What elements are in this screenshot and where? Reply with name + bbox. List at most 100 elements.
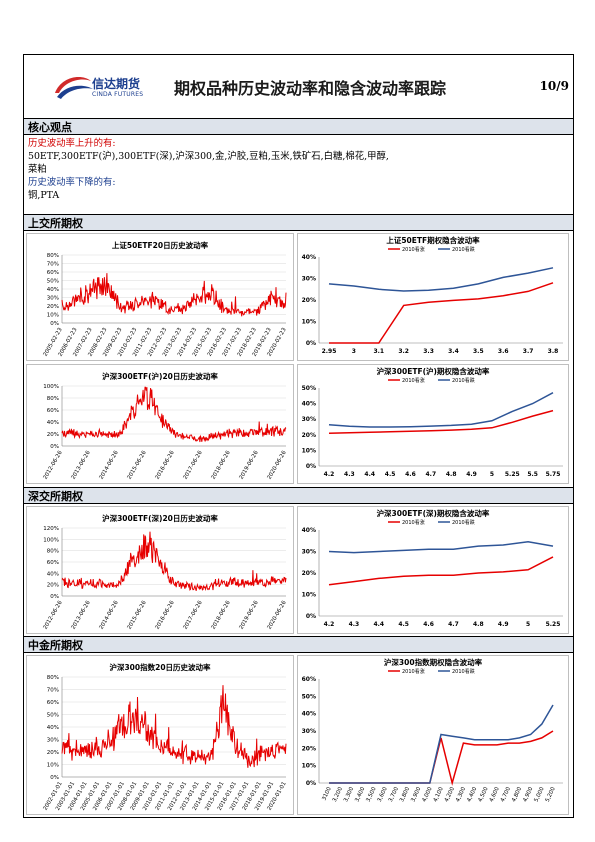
x-tick-label: 3100	[321, 786, 333, 802]
y-tick-label: 40%	[302, 254, 316, 261]
x-tick-label: 4.7	[425, 471, 436, 478]
y-tick-label: 20%	[47, 432, 59, 438]
y-tick-label: 100%	[43, 537, 59, 543]
x-tick-label: 4.7	[448, 621, 459, 628]
cinda-logo-icon	[55, 77, 93, 99]
y-tick-label: 0%	[306, 340, 316, 347]
y-tick-label: 30%	[47, 738, 59, 744]
y-tick-label: 0%	[306, 613, 316, 620]
y-tick-label: 70%	[47, 262, 59, 268]
x-tick-label: 3.6	[498, 348, 509, 355]
hv-300etf-sh-chart: 沪深300ETF(沪)20日历史波动率100%80%60%40%20%0%201…	[26, 364, 294, 484]
iv-series-line	[328, 267, 554, 292]
y-tick-label: 20%	[302, 570, 316, 577]
y-tick-label: 0%	[306, 463, 316, 470]
y-tick-label: 40%	[47, 725, 59, 731]
x-tick-label: 3.8	[548, 348, 559, 355]
x-tick-label: 4.9	[498, 621, 509, 628]
y-tick-label: 40%	[302, 401, 316, 408]
x-tick-label: 5.25	[546, 621, 561, 628]
x-tick-label: 2.95	[322, 348, 337, 355]
chart-title: 沪深300ETF(深)20日历史波动率	[102, 513, 218, 523]
chart-title: 沪深300ETF(深)期权隐含波动率	[377, 508, 490, 518]
y-tick-label: 0%	[50, 321, 59, 327]
y-tick-label: 50%	[47, 713, 59, 719]
x-tick-label: 4.4	[373, 621, 384, 628]
x-tick-label: 3.4	[448, 348, 459, 355]
chart-border	[297, 364, 569, 484]
y-tick-label: 0%	[50, 444, 59, 450]
chart-border	[297, 233, 569, 361]
legend-label: 2010看涨	[402, 246, 425, 253]
x-tick-label: 5	[490, 471, 494, 478]
x-tick-label: 3.7	[523, 348, 534, 355]
y-tick-label: 80%	[47, 675, 59, 681]
y-tick-label: 10%	[47, 313, 59, 319]
y-tick-label: 60%	[302, 676, 316, 683]
chart-border	[26, 506, 294, 634]
y-tick-label: 30%	[47, 296, 59, 302]
y-tick-label: 40%	[302, 527, 316, 534]
y-tick-label: 20%	[47, 304, 59, 310]
logo-english-name: CINDA FUTURES	[92, 91, 144, 98]
legend-label: 2010看跌	[452, 246, 475, 253]
hv-up-label: 历史波动率上升的有:	[28, 138, 116, 149]
y-tick-label: 10%	[47, 763, 59, 769]
hv-series-line	[61, 273, 287, 317]
section-sse: 上交所期权	[24, 214, 573, 231]
legend-label: 2010看涨	[402, 668, 425, 675]
section-szse: 深交所期权	[24, 487, 573, 504]
y-tick-label: 20%	[302, 432, 316, 439]
x-tick-label: 3.3	[423, 348, 434, 355]
iv-series-line	[328, 409, 554, 434]
chart-border	[297, 655, 569, 815]
x-tick-label: 5.75	[546, 471, 561, 478]
y-tick-label: 30%	[302, 416, 316, 423]
y-tick-label: 20%	[302, 297, 316, 304]
y-tick-label: 60%	[47, 408, 59, 414]
x-tick-label: 3	[352, 348, 356, 355]
x-tick-label: 4.2	[324, 471, 335, 478]
y-tick-label: 70%	[47, 688, 59, 694]
iv-series-line	[328, 541, 554, 554]
page-title: 期权品种历史波动率和隐含波动率跟踪	[174, 79, 447, 98]
y-tick-label: 0%	[50, 775, 59, 781]
iv-series-line	[328, 392, 554, 428]
y-tick-label: 60%	[47, 560, 59, 566]
iv-series-line	[329, 704, 554, 784]
hv-50etf-chart: 上证50ETF20日历史波动率 80% 70% 60% 50% 40% 30% 20% 10% 0…	[26, 233, 294, 361]
report-date: 10/9	[539, 79, 569, 93]
y-tick-label: 40%	[47, 571, 59, 577]
legend-label: 2010看跌	[452, 519, 475, 526]
x-tick-label: 4.3	[349, 621, 360, 628]
y-tick-label: 100%	[43, 384, 59, 390]
legend-label: 2010看跌	[452, 668, 475, 675]
x-tick-label: 4.8	[446, 471, 457, 478]
hv-series-line	[61, 685, 287, 768]
section-cffex: 中金所期权	[24, 636, 573, 653]
x-tick-label: 4.5	[398, 621, 409, 628]
y-tick-label: 30%	[302, 549, 316, 556]
y-tick-label: 50%	[302, 385, 316, 392]
iv-series-line	[328, 556, 554, 586]
report-header: 信达期货 CINDA FUTURES 期权品种历史波动率和隐含波动率跟踪 10/…	[24, 55, 573, 119]
y-tick-label: 120%	[43, 526, 59, 532]
y-tick-label: 20%	[47, 583, 59, 589]
y-tick-label: 10%	[302, 447, 316, 454]
x-tick-label: 4.3	[344, 471, 355, 478]
logo-chinese-name: 信达期货	[92, 77, 141, 91]
hv-300etf-sz-chart: 沪深300ETF(深)20日历史波动率 120% 100% 80% 60% 40% 20% 0…	[26, 506, 294, 634]
y-tick-label: 40%	[47, 287, 59, 293]
x-tick-label: 4.9	[466, 471, 477, 478]
y-tick-label: 20%	[302, 745, 316, 752]
y-tick-label: 40%	[302, 711, 316, 718]
x-tick-label: 3.2	[398, 348, 409, 355]
hv-down-items: 铜,PTA	[28, 190, 60, 201]
hv-up-items: 50ETF,300ETF(沪),300ETF(深),沪深300,金,沪胶,豆粕,…	[28, 151, 389, 162]
x-tick-label: 5.25	[505, 471, 520, 478]
x-tick-label: 4.2	[324, 621, 335, 628]
hv-up-items-cont: 菜粕	[28, 164, 47, 175]
